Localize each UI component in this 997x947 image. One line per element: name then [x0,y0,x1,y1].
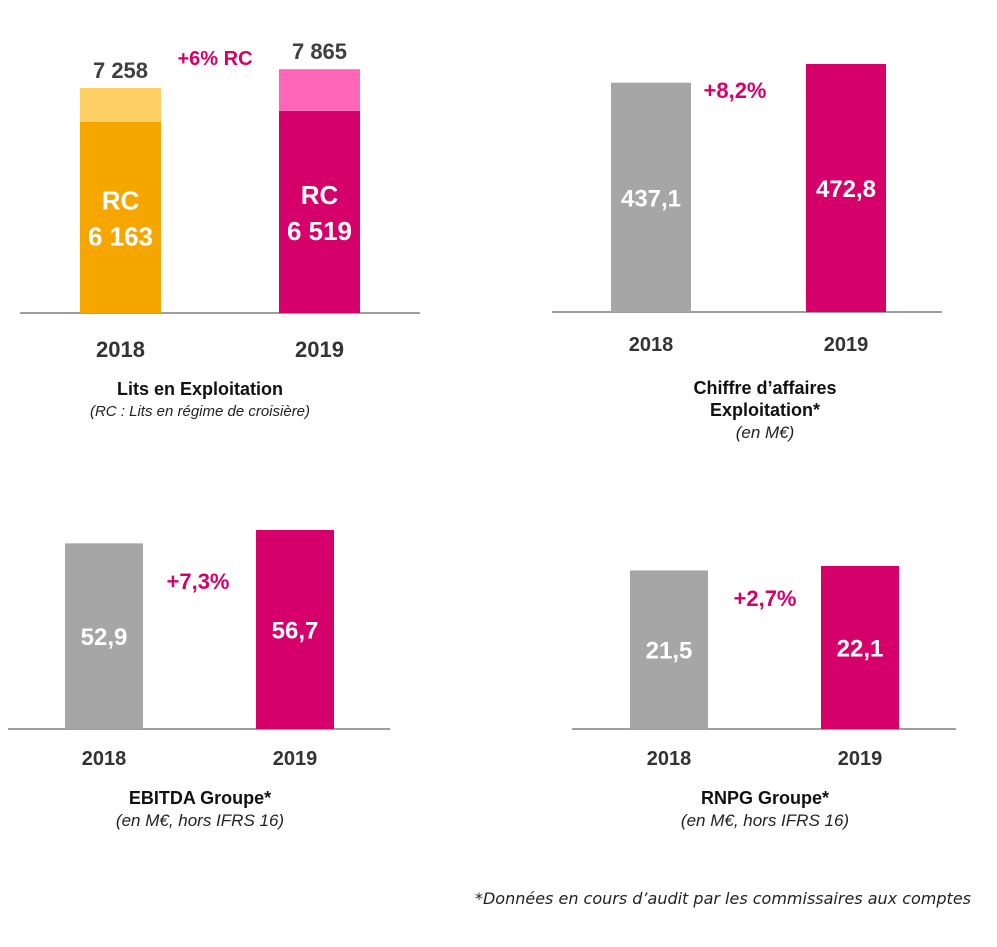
chart1-growth-annotation: +6% RC [177,48,252,70]
chart4-bar-2019 [821,566,899,729]
chart3-xtick-2019: 2019 [273,748,318,770]
chart1-bar-rc-2018 [80,121,161,313]
chart1-bar-rc-name-2019: RC [301,180,339,210]
chart3-subtitle: (en M€, hors IFRS 16) [116,811,284,830]
chart3-xtick-2018: 2018 [82,748,127,770]
chart1-bar-rc-value-2018: 6 163 [88,221,153,251]
chart1-title: Lits en Exploitation [117,379,283,399]
chart3-growth-annotation: +7,3% [167,569,230,594]
chart4-subtitle: (en M€, hors IFRS 16) [681,811,849,830]
chart1-bar-extra-2018 [80,88,161,122]
chart2-subtitle: (en M€) [736,423,795,442]
chart1-bar-rc-value-2019: 6 519 [287,216,352,246]
chart3-title-line-1: EBITDA Groupe* [129,788,271,808]
chart2-bar-label-2019: 472,8 [816,176,876,203]
chart2-title-line-1: Chiffre d’affaires [693,378,836,398]
chart1-subtitle: (RC : Lits en régime de croisière) [90,403,310,420]
chart1-bar-rc-name-2018: RC [102,185,140,215]
chart4-title-line-1: RNPG Groupe* [701,788,829,808]
footnote: *Données en cours d’audit par les commis… [474,889,971,908]
chart1-xtick-2019: 2019 [295,337,344,362]
chart2-bar-2019 [806,64,886,312]
chart2-growth-annotation: +8,2% [704,78,767,103]
chart4-bar-label-2019: 22,1 [837,636,884,663]
chart4-bar-label-2018: 21,5 [646,638,693,665]
chart4-growth-annotation: +2,7% [734,586,797,611]
chart2-xtick-2019: 2019 [824,334,869,356]
chart3-bar-label-2019: 56,7 [272,618,319,645]
chart3-bar-2019 [256,530,334,729]
chart2-bar-2018 [611,82,691,312]
chart3-bar-2018 [65,543,143,729]
chart1-total-2019: 7 865 [292,39,347,64]
chart1-xtick-2018: 2018 [96,337,145,362]
chart3-bar-label-2018: 52,9 [81,624,128,651]
chart4-bar-2018 [630,570,708,729]
chart2-xtick-2018: 2018 [629,334,674,356]
chart1-bar-extra-2019 [279,69,360,111]
chart2-bar-label-2018: 437,1 [621,185,681,212]
chart2-title-line-2: Exploitation* [710,400,820,420]
chart4-xtick-2019: 2019 [838,748,883,770]
chart1-bar-rc-2019 [279,110,360,313]
chart4-xtick-2018: 2018 [647,748,692,770]
chart1-total-2018: 7 258 [93,58,148,83]
